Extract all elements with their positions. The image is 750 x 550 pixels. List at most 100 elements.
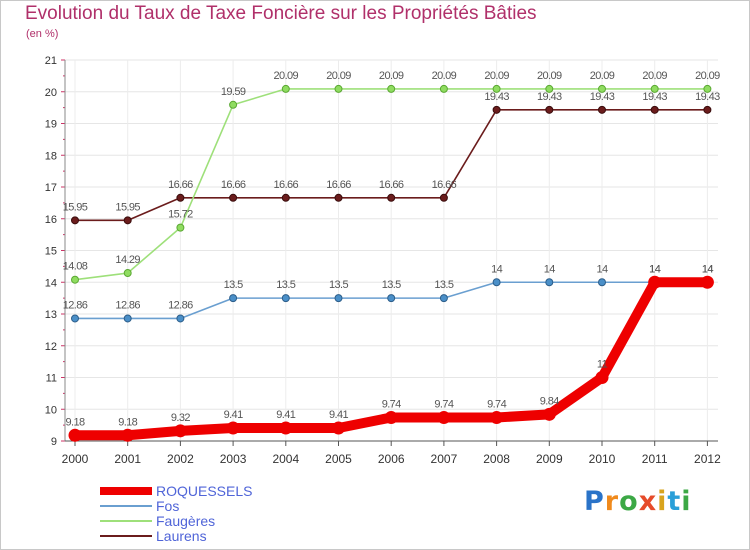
x-tick-label-2006: 2006 (378, 452, 405, 466)
point-fos-2000 (71, 314, 79, 323)
y-tick-label-10: 10 (45, 404, 57, 416)
data-label-faugeres-2000: 14.08 (63, 261, 88, 273)
data-label-laurens-2000: 15.95 (63, 201, 88, 213)
point-laurens-2001 (123, 216, 132, 225)
y-tick-label-20: 20 (45, 87, 57, 99)
point-faugeres-2004 (281, 84, 290, 93)
y-tick-label-14: 14 (45, 277, 57, 289)
data-label-faugeres-2011: 20.09 (642, 70, 667, 82)
data-label-faugeres-2008: 20.09 (484, 70, 509, 82)
data-label-roquessels-2002: 9.32 (171, 412, 190, 424)
data-label-roquessels-2009: 9.84 (540, 395, 559, 407)
y-tick-label-19: 19 (45, 119, 57, 131)
data-label-laurens-2007: 16.66 (432, 179, 457, 191)
point-roquessels-2001 (121, 428, 135, 442)
point-roquessels-2000 (68, 428, 82, 442)
x-tick-label-2003: 2003 (220, 452, 247, 466)
data-label-fos-2009: 14 (544, 263, 556, 275)
x-tick-label-2010: 2010 (589, 452, 616, 466)
point-roquessels-2002 (173, 424, 187, 438)
point-roquessels-2010 (595, 371, 609, 384)
data-label-laurens-2001: 15.95 (115, 201, 140, 213)
point-faugeres-2002 (176, 223, 185, 232)
data-label-fos-2000: 12.86 (63, 299, 88, 311)
x-tick-label-2005: 2005 (325, 452, 352, 466)
data-label-roquessels-2011: 14 (649, 263, 661, 275)
data-label-laurens-2010: 19.43 (590, 91, 615, 103)
point-faugeres-2006 (387, 84, 396, 93)
data-label-laurens-2008: 19.43 (484, 91, 509, 103)
data-label-faugeres-2006: 20.09 (379, 70, 404, 82)
data-label-roquessels-2012: 14 (702, 263, 714, 275)
point-laurens-2012 (703, 105, 712, 114)
point-fos-2004 (281, 294, 290, 303)
x-tick-label-2012: 2012 (694, 452, 721, 466)
data-label-laurens-2004: 16.66 (274, 179, 299, 191)
point-fos-2003 (229, 294, 238, 303)
point-laurens-2003 (229, 193, 238, 202)
point-faugeres-2001 (123, 269, 132, 278)
point-laurens-2011 (650, 105, 659, 114)
data-label-roquessels-2003: 9.41 (224, 409, 243, 421)
data-label-laurens-2009: 19.43 (537, 91, 562, 103)
chart-title: Evolution du Taux de Taxe Foncière sur l… (25, 3, 537, 24)
data-label-fos-2011: 14 (649, 263, 661, 275)
point-roquessels-2005 (332, 421, 345, 435)
y-axis-unit: (en %) (26, 28, 59, 40)
x-tick-label-2008: 2008 (483, 452, 510, 466)
data-label-faugeres-2012: 20.09 (695, 70, 720, 82)
point-fos-2002 (176, 314, 185, 323)
data-label-fos-2001: 12.86 (115, 299, 140, 311)
point-roquessels-2006 (384, 411, 398, 425)
point-faugeres-2009 (545, 84, 554, 93)
x-tick-label-2001: 2001 (114, 452, 141, 466)
data-label-fos-2008: 14 (491, 263, 503, 275)
point-faugeres-2008 (492, 84, 501, 93)
point-fos-2001 (123, 314, 132, 323)
y-tick-label-13: 13 (45, 309, 57, 321)
y-tick-label-11: 11 (46, 373, 57, 385)
point-laurens-2008 (492, 105, 501, 114)
point-faugeres-2003 (229, 100, 238, 109)
data-label-faugeres-2001: 14.29 (115, 254, 140, 266)
data-label-fos-2007: 13.5 (434, 279, 453, 291)
point-roquessels-2009 (542, 407, 556, 421)
data-label-roquessels-2005: 9.41 (329, 409, 348, 421)
data-label-laurens-2005: 16.66 (326, 179, 351, 191)
point-faugeres-2005 (334, 84, 343, 93)
legend-swatch-roquessels (100, 487, 152, 495)
data-label-faugeres-2002: 15.72 (168, 209, 193, 221)
point-laurens-2007 (439, 193, 448, 202)
y-tick-label-17: 17 (45, 182, 57, 194)
data-label-fos-2003: 13.5 (224, 279, 243, 291)
point-fos-2006 (387, 294, 396, 303)
point-fos-2010 (598, 278, 606, 287)
point-laurens-2000 (71, 216, 79, 225)
data-label-faugeres-2007: 20.09 (432, 70, 457, 82)
data-label-roquessels-2008: 9.74 (487, 399, 506, 411)
data-label-faugeres-2009: 20.09 (537, 70, 562, 82)
data-label-roquessels-2000: 9.18 (65, 416, 84, 428)
point-roquessels-2004 (279, 421, 293, 435)
data-label-roquessels-2001: 9.18 (118, 416, 137, 428)
data-label-fos-2012: 14 (702, 263, 714, 275)
data-label-laurens-2003: 16.66 (221, 179, 246, 191)
point-roquessels-2007 (437, 411, 451, 425)
data-label-roquessels-2010: 11 (597, 359, 608, 371)
data-label-fos-2006: 13.5 (382, 279, 401, 291)
point-fos-2008 (492, 278, 501, 287)
point-faugeres-2011 (650, 84, 659, 93)
legend-label-roquessels: ROQUESSELS (156, 483, 253, 499)
data-label-laurens-2006: 16.66 (379, 179, 404, 191)
y-tick-label-15: 15 (45, 246, 57, 258)
point-faugeres-2012 (703, 84, 712, 93)
legend-swatch-fos (100, 505, 152, 507)
point-roquessels-2011 (648, 275, 662, 289)
data-label-laurens-2011: 19.43 (642, 91, 667, 103)
data-label-fos-2005: 13.5 (329, 279, 348, 291)
data-label-fos-2002: 12.86 (168, 299, 193, 311)
data-label-laurens-2012: 19.43 (695, 91, 720, 103)
x-tick-label-2000: 2000 (62, 452, 89, 466)
data-labels: 15.95 15.95 16.66 16.66 16.66 16.66 16.66 16.66… (63, 70, 721, 428)
proxiti-logo: Proxiti (584, 486, 692, 517)
